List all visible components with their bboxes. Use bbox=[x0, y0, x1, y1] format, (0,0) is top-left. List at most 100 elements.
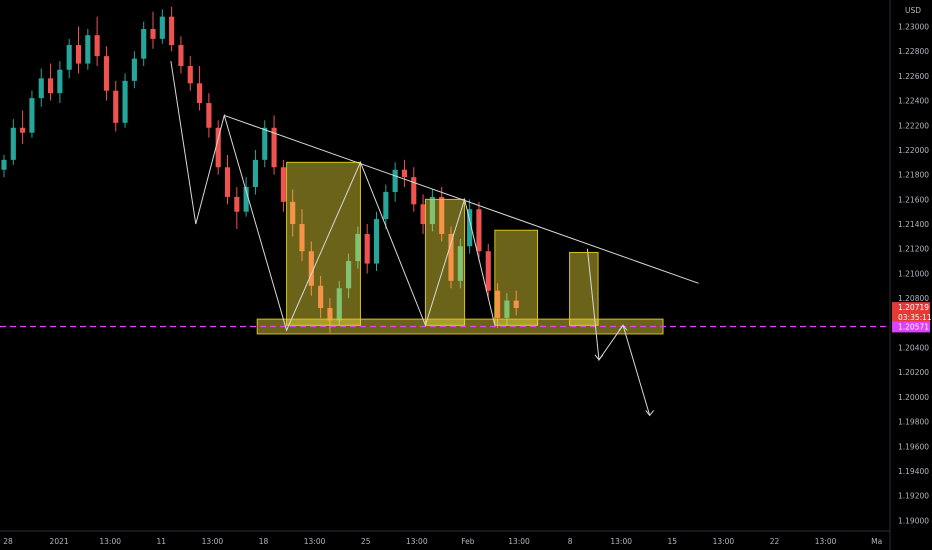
candle-body bbox=[48, 78, 54, 94]
price-axis[interactable]: 1.23000 1.22800 1.22600 1.22400 1.22200 1.220… bbox=[898, 23, 929, 526]
currency-label: USD bbox=[905, 6, 921, 15]
candle-body bbox=[411, 177, 417, 205]
arrow-head bbox=[645, 410, 655, 417]
candle-body bbox=[224, 167, 231, 197]
candle-body bbox=[308, 251, 314, 286]
candle-body bbox=[495, 290, 501, 318]
candle-body bbox=[206, 103, 212, 128]
candle-body bbox=[131, 58, 137, 81]
candle-body bbox=[383, 191, 389, 220]
candle-body bbox=[122, 80, 128, 123]
descending-trendline[interactable] bbox=[224, 114, 699, 284]
candle-body bbox=[448, 233, 454, 281]
last-price-tag bbox=[892, 302, 930, 324]
candle-body bbox=[262, 127, 268, 160]
time-tick-label: 8 bbox=[568, 537, 573, 546]
time-tick-label: 18 bbox=[259, 537, 269, 546]
candle-body bbox=[392, 169, 398, 192]
time-tick-label: Feb bbox=[461, 537, 475, 546]
arrow-head bbox=[618, 324, 628, 331]
candle-body bbox=[66, 45, 72, 70]
measure-box[interactable] bbox=[494, 229, 539, 326]
candle-body bbox=[504, 300, 510, 318]
price-tick-label: 1.20800 bbox=[898, 294, 929, 303]
candle-body bbox=[318, 285, 324, 309]
candle-body bbox=[355, 233, 361, 262]
candle-body bbox=[38, 78, 44, 99]
candle-body bbox=[439, 196, 445, 234]
candle-body bbox=[159, 16, 165, 39]
price-tick-label: 1.22400 bbox=[898, 97, 929, 106]
last-price-value: 1.20719 bbox=[898, 303, 929, 312]
price-tick-label: 1.21200 bbox=[898, 245, 929, 254]
time-tick-label: 13:00 bbox=[713, 537, 735, 546]
candle-body bbox=[103, 56, 110, 91]
time-tick-label: 22 bbox=[770, 537, 780, 546]
candle-body bbox=[364, 233, 370, 264]
candle-body bbox=[429, 196, 435, 225]
candle-body bbox=[290, 201, 296, 225]
arrow-head bbox=[594, 354, 604, 361]
time-tick-label: Ma bbox=[871, 537, 882, 546]
price-tick-label: 1.19800 bbox=[898, 418, 929, 427]
candle-body bbox=[336, 288, 342, 321]
candle-body bbox=[29, 98, 35, 133]
support-price-value: 1.20571 bbox=[898, 322, 929, 331]
candle-body bbox=[20, 127, 26, 133]
candle-body bbox=[57, 69, 63, 94]
price-tick-label: 1.21600 bbox=[898, 195, 929, 204]
time-tick-label: 13:00 bbox=[508, 537, 530, 546]
candle-body bbox=[513, 300, 519, 309]
plot-area[interactable] bbox=[0, 6, 890, 417]
price-tick-label: 1.19600 bbox=[898, 442, 929, 451]
price-tick-label: 1.21000 bbox=[898, 269, 929, 278]
candle-body bbox=[280, 167, 286, 202]
time-tick-label: 11 bbox=[157, 537, 167, 546]
time-tick-label: 25 bbox=[361, 537, 371, 546]
time-tick-label: 13:00 bbox=[304, 537, 326, 546]
candle-body bbox=[420, 204, 426, 225]
bar-countdown: 03:35:11 bbox=[898, 313, 932, 322]
time-tick-label: 28 bbox=[3, 537, 13, 546]
price-tick-label: 1.20000 bbox=[898, 393, 929, 402]
time-axis[interactable]: 28 2021 13:00 11 13:00 18 13:00 25 13:00 Feb 13:00… bbox=[3, 537, 882, 546]
candle-body bbox=[327, 308, 333, 321]
price-tick-label: 1.19400 bbox=[898, 467, 929, 476]
candle-body bbox=[476, 209, 482, 252]
price-tick-label: 1.20200 bbox=[898, 368, 929, 377]
candle-body bbox=[187, 66, 193, 84]
time-tick-label: 13:00 bbox=[610, 537, 632, 546]
candle-body bbox=[113, 90, 119, 123]
candle-body bbox=[467, 209, 473, 247]
time-tick-label: 13:00 bbox=[99, 537, 121, 546]
candle-body bbox=[169, 16, 175, 46]
candle-body bbox=[252, 159, 259, 188]
price-tick-label: 1.19000 bbox=[898, 516, 929, 525]
price-tick-label: 1.22800 bbox=[898, 47, 929, 56]
price-tick-label: 1.21400 bbox=[898, 220, 929, 229]
candle-body bbox=[75, 45, 82, 64]
candle-body bbox=[150, 28, 156, 39]
zigzag-pattern[interactable] bbox=[170, 61, 496, 332]
time-tick-label: 13:00 bbox=[815, 537, 837, 546]
price-tick-label: 1.22200 bbox=[898, 121, 929, 130]
candle-body bbox=[1, 159, 7, 170]
candle-body bbox=[373, 219, 380, 264]
measure-box[interactable] bbox=[569, 251, 599, 326]
candle-body bbox=[215, 127, 221, 168]
time-tick-label: 2021 bbox=[50, 537, 69, 546]
time-tick-label: 13:00 bbox=[406, 537, 428, 546]
price-tick-label: 1.22600 bbox=[898, 72, 929, 81]
candle-body bbox=[85, 35, 91, 64]
projection-path[interactable] bbox=[586, 248, 651, 416]
candle-body bbox=[10, 127, 16, 160]
price-tick-label: 1.21800 bbox=[898, 171, 929, 180]
candle-body bbox=[299, 224, 305, 252]
candle-body bbox=[401, 169, 408, 178]
candle-body bbox=[234, 196, 240, 212]
candle-body bbox=[271, 127, 277, 168]
price-tick-label: 1.20400 bbox=[898, 344, 929, 353]
